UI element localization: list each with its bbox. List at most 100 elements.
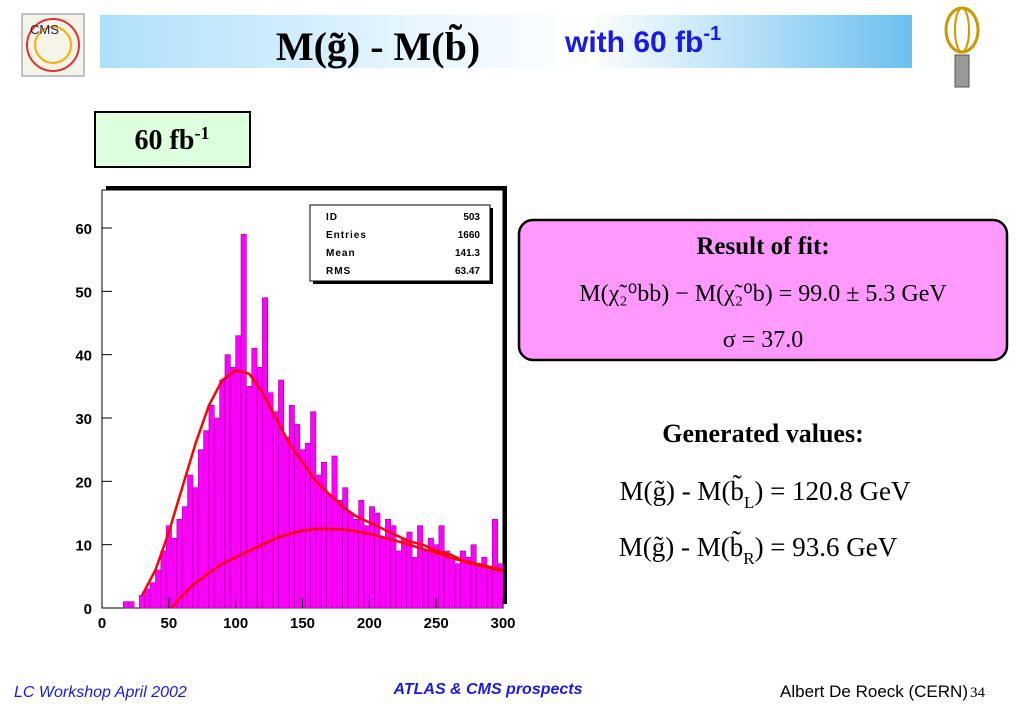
histogram-bar: [256, 367, 263, 609]
stats-label: ID: [326, 212, 338, 223]
generated-heading: Generated values:: [662, 419, 863, 448]
histogram-bar: [123, 601, 130, 609]
stats-label: Mean: [326, 248, 356, 259]
stats-label: Entries: [326, 230, 367, 241]
generated-row: M(g̃) - M(b̃R) = 93.6 GeV: [619, 531, 898, 568]
histogram-bar: [230, 367, 236, 609]
fit-line: σ = 37.0: [723, 327, 803, 353]
row-text: M(g̃) - M(b̃: [619, 531, 743, 562]
row-text: ) = 93.6 GeV: [755, 532, 898, 562]
stats-box: [309, 204, 491, 282]
histogram-bar: [139, 595, 146, 609]
fit-box: [517, 218, 1009, 362]
histogram-bar: [171, 538, 178, 609]
histogram-bar: [235, 335, 242, 609]
histogram-bar: [390, 525, 397, 609]
histogram-bar: [336, 500, 343, 609]
stats-value: 141.3: [455, 248, 480, 259]
generated-row: M(g̃) - M(b̃L) = 120.8 GeV: [619, 475, 911, 512]
histogram-bar: [251, 348, 258, 609]
cms-logo: CMS: [21, 13, 85, 77]
fit-heading: Result of fit:: [696, 233, 829, 260]
y-tick-label: 50: [75, 284, 92, 301]
histogram-bar: [438, 525, 445, 609]
histogram-bar: [470, 544, 477, 609]
histogram-bar: [401, 538, 408, 609]
histogram-bar: [443, 550, 450, 609]
histogram-bar: [155, 569, 162, 609]
y-tick-label: 60: [75, 221, 92, 238]
subtitle-text: with 60 fb: [564, 26, 703, 59]
stats-label: RMS: [326, 266, 351, 277]
footer-right: Albert De Roeck (CERN): [780, 682, 968, 701]
row-sub: R: [743, 549, 755, 568]
y-tick-label: 0: [84, 601, 92, 618]
y-tick-label: 30: [75, 411, 92, 428]
footer-center: ATLAS & CMS prospects: [392, 681, 582, 698]
histogram-bar: [465, 557, 472, 609]
row-text: ) = 120.8 GeV: [754, 476, 911, 506]
fit-curve: [170, 527, 504, 609]
svg-text:CMS: CMS: [30, 22, 59, 37]
histogram-bar: [267, 392, 274, 609]
stats-value: 1660: [458, 230, 481, 241]
x-tick-label: 0: [98, 615, 106, 632]
histogram-bar: [283, 436, 290, 609]
subtitle: with 60 fb-1: [564, 23, 721, 59]
histogram-bar: [262, 297, 269, 609]
histogram-bar: [492, 519, 498, 609]
x-tick-label: 50: [160, 615, 177, 632]
histogram-bar: [213, 417, 220, 609]
histogram-bar: [320, 462, 327, 609]
lumi-box: [94, 111, 251, 168]
y-tick-label: 20: [75, 474, 92, 491]
lumi-text: 60 fb-1: [135, 123, 210, 156]
histogram-bar: [272, 411, 279, 609]
x-tick-label: 150: [290, 615, 315, 632]
histogram-bar: [379, 538, 386, 609]
footer-left: LC Workshop April 2002: [14, 684, 187, 701]
histogram-bar: [497, 563, 504, 609]
row-sub: L: [744, 493, 754, 512]
fit-line: M(χ̃₂⁰bb) − M(χ̃₂⁰b) = 99.0 ± 5.3 GeV: [579, 281, 947, 307]
histogram-bar: [219, 379, 226, 609]
page-number: 34: [970, 685, 986, 701]
title-banner: [100, 15, 912, 68]
histogram-bar: [315, 474, 322, 609]
histogram-bar: [454, 563, 461, 609]
lumi-main: 60 fb: [135, 125, 195, 156]
histogram-bar: [395, 550, 402, 609]
x-tick-label: 200: [357, 615, 382, 632]
histogram-bar: [192, 487, 199, 609]
stats-value: 503: [463, 212, 480, 223]
histogram-bar: [486, 569, 493, 609]
histogram-bar: [422, 550, 429, 609]
histogram-bar: [310, 411, 317, 609]
histogram-bar: [449, 557, 456, 609]
lumi-sup: -1: [194, 123, 209, 143]
stats-value: 63.47: [455, 266, 480, 277]
histogram-bar: [203, 430, 210, 609]
histogram-bar: [299, 449, 306, 609]
histogram-bar: [475, 563, 482, 609]
atlas-logo: [944, 6, 980, 88]
histogram-bar: [417, 525, 424, 609]
histogram-plot: 0 10 20 30 40 50 60 0 50 100 150 200 250 300 ID 503 Entr…: [75, 186, 516, 632]
histogram-bar: [246, 386, 253, 609]
x-tick-label: 250: [424, 615, 449, 632]
histogram-bar: [197, 449, 204, 609]
histogram-bar: [363, 525, 370, 609]
histogram-bar: [160, 550, 167, 609]
histogram-bar: [224, 354, 231, 609]
title: M(g̃) - M(b̃): [276, 24, 480, 69]
histogram-bar: [149, 582, 156, 609]
histogram-bar: [144, 588, 151, 609]
histogram-bar: [326, 493, 333, 609]
subtitle-sup: -1: [703, 23, 721, 45]
histogram-bar: [278, 379, 285, 609]
histogram-bar: [208, 405, 215, 609]
histogram-bar: [411, 557, 418, 609]
row-text: M(g̃) - M(b̃: [619, 475, 743, 506]
fit-curve: [140, 369, 504, 596]
